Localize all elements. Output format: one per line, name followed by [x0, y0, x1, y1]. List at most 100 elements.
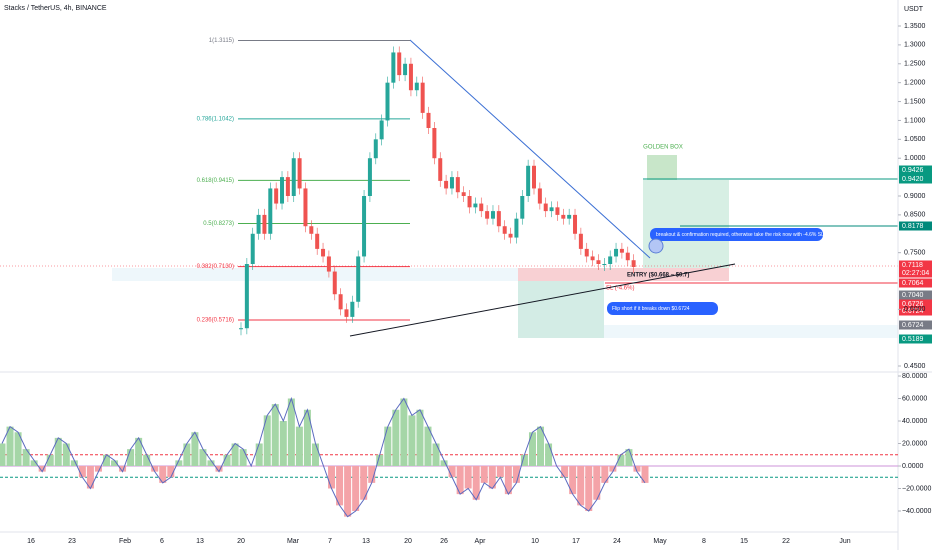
- osc-bar: [488, 466, 496, 489]
- candle: [373, 139, 378, 159]
- candle: [280, 177, 285, 204]
- callout: [650, 228, 823, 241]
- candle: [455, 177, 460, 193]
- candle: [526, 165, 531, 196]
- fib-label: 0.382(0.7130): [197, 264, 234, 270]
- osc-bar: [561, 466, 569, 478]
- osc-bar: [464, 466, 472, 489]
- osc-bar: [440, 460, 448, 466]
- osc-bar: [143, 454, 151, 466]
- price-tag-label: 0.9420: [902, 176, 924, 183]
- osc-bar: [352, 466, 360, 511]
- fib-label: 0.618(0.9415): [197, 178, 234, 184]
- price-tag-label: 0.7064: [902, 280, 924, 287]
- osc-bar: [159, 466, 167, 483]
- candle: [444, 180, 449, 189]
- entry-label: ENTRY ($0.668 – $0.7): [627, 273, 689, 279]
- osc-tick-label: 20.0000: [902, 440, 927, 447]
- osc-bar: [601, 466, 609, 483]
- candle: [315, 233, 320, 249]
- osc-bar: [585, 466, 593, 511]
- osc-bar: [520, 454, 528, 466]
- osc-bar: [135, 437, 143, 466]
- price-pane: 1(1.3115) 0.786(1.1042) 0.618(0.9415) 0.5(0…: [197, 38, 636, 336]
- price-tick-label: 1.0000: [904, 155, 926, 162]
- price-tag-label: 0.9426: [902, 167, 924, 174]
- candle: [350, 301, 355, 317]
- osc-bar: [448, 466, 456, 478]
- marker: [648, 238, 664, 254]
- osc-bar: [255, 443, 263, 466]
- osc-bar: [46, 454, 54, 466]
- candle: [537, 188, 542, 204]
- candle: [479, 203, 484, 212]
- osc-bar: [368, 466, 376, 483]
- osc-bar: [279, 421, 287, 466]
- drawings: [0, 155, 898, 338]
- target-box: [643, 180, 729, 268]
- candle: [561, 214, 566, 219]
- price-tick-label: 1.1500: [904, 98, 926, 105]
- osc-bar: [215, 466, 223, 472]
- osc-bar: [295, 426, 303, 466]
- short-box: [518, 281, 604, 338]
- candle: [573, 214, 578, 234]
- candle: [309, 226, 314, 234]
- osc-bar: [432, 443, 440, 466]
- osc-bar: [400, 398, 408, 466]
- date-label: 8: [702, 538, 706, 545]
- osc-bar: [70, 460, 78, 466]
- date-label: 6: [160, 538, 164, 545]
- date-label: May: [653, 538, 667, 545]
- candle: [262, 214, 267, 234]
- candle: [268, 188, 273, 234]
- date-label: Feb: [119, 538, 131, 545]
- price-tick-label: 0.6000: [904, 306, 926, 313]
- osc-bar: [504, 466, 512, 495]
- candle: [549, 207, 554, 212]
- osc-bar: [456, 466, 464, 495]
- sl-label: SL (-4.6%): [606, 286, 634, 292]
- osc-bar: [199, 449, 207, 466]
- osc-bar: [344, 466, 352, 517]
- golden-box-label: GOLDEN BOX: [643, 145, 683, 151]
- candle: [467, 196, 472, 208]
- osc-bar: [424, 426, 432, 466]
- osc-tick-label: 60.0000: [902, 395, 927, 402]
- date-label: Jun: [839, 538, 850, 545]
- date-label: 13: [196, 538, 204, 545]
- candle: [614, 248, 619, 257]
- callout: [607, 302, 718, 315]
- candle: [291, 158, 296, 196]
- osc-bar: [111, 460, 119, 466]
- candle: [625, 252, 630, 261]
- osc-bar: [102, 454, 110, 466]
- osc-tick-label: −20.0000: [902, 485, 931, 492]
- date-label: Mar: [287, 538, 300, 545]
- candle: [256, 214, 261, 234]
- osc-bar: [545, 443, 553, 466]
- candle: [520, 196, 525, 219]
- osc-bar: [0, 443, 6, 466]
- osc-bar: [376, 454, 384, 466]
- price-tick-label: 1.0500: [904, 136, 926, 143]
- candle: [555, 207, 560, 215]
- candle: [239, 328, 243, 330]
- candle: [578, 233, 583, 249]
- osc-bar: [577, 466, 585, 506]
- osc-bar: [38, 466, 46, 472]
- date-label: 24: [613, 538, 621, 545]
- price-tag: [899, 306, 932, 316]
- candle: [321, 248, 326, 257]
- date-label: 17: [572, 538, 580, 545]
- candle: [274, 188, 279, 204]
- price-tick-label: 1.2500: [904, 61, 926, 68]
- osc-bar: [6, 426, 14, 466]
- candle: [297, 158, 302, 189]
- osc-bar: [94, 466, 102, 472]
- trendline: [349, 263, 736, 337]
- osc-bar: [62, 443, 70, 466]
- osc-bar: [641, 466, 649, 483]
- osc-bar: [127, 449, 135, 466]
